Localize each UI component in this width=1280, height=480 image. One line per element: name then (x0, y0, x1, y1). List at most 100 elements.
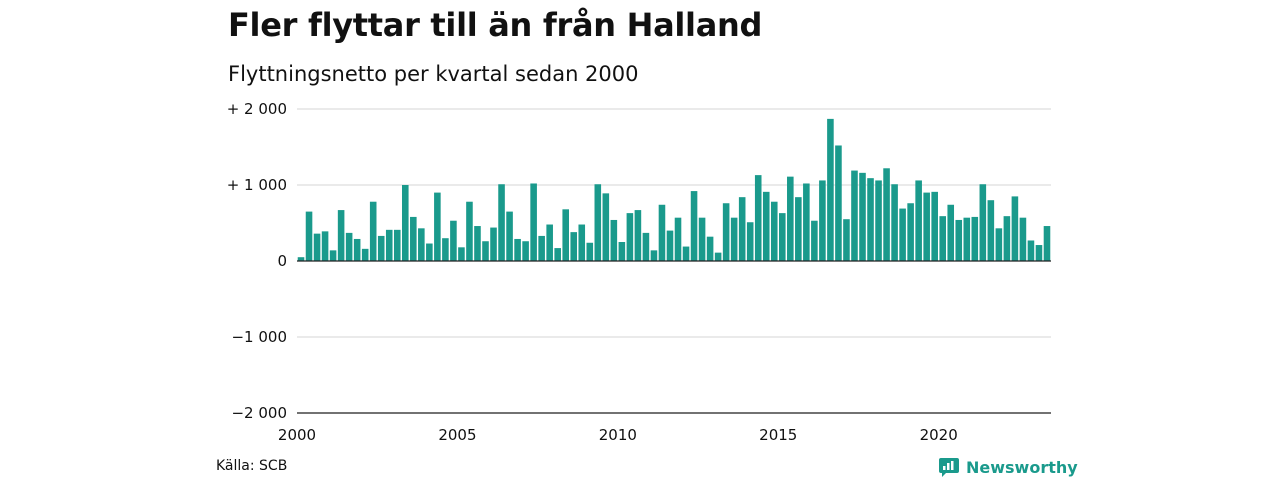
x-tick-labels: 2000 2005 2010 2015 2020 (278, 426, 958, 444)
bar (313, 233, 321, 261)
bar (690, 191, 698, 261)
bar (979, 184, 987, 261)
bar (642, 232, 650, 261)
bar (770, 201, 778, 261)
bar (1035, 245, 1043, 261)
bar (1003, 216, 1011, 261)
x-tick-label: 2015 (759, 426, 797, 444)
bar (666, 230, 674, 261)
bar (1027, 240, 1035, 261)
bar (498, 184, 505, 261)
bar (305, 211, 313, 261)
bar (490, 227, 497, 261)
bar (377, 235, 385, 261)
y-tick-labels: + 2 000 + 1 000 0 −1 000 −2 000 (227, 100, 287, 422)
bar (594, 184, 602, 261)
bar (859, 172, 866, 261)
bar (819, 180, 826, 261)
bar (353, 238, 361, 261)
bar (722, 203, 730, 261)
bar (618, 242, 626, 261)
bar (530, 183, 537, 261)
bar (546, 224, 553, 261)
bar (923, 192, 930, 261)
bar (706, 236, 714, 261)
bar (907, 203, 914, 261)
y-tick-label: −1 000 (231, 328, 287, 346)
bar (562, 209, 570, 261)
bar (450, 220, 457, 261)
source-note: Källa: SCB (216, 458, 288, 474)
bar (795, 197, 802, 261)
bar (474, 226, 481, 261)
bar (418, 228, 425, 261)
bar (1011, 196, 1019, 261)
bar (867, 178, 874, 261)
bar (650, 250, 658, 261)
bar (393, 229, 401, 261)
bar (851, 170, 858, 261)
x-tick-label: 2020 (920, 426, 958, 444)
bar (586, 242, 594, 261)
bar (835, 145, 842, 261)
bar (883, 168, 890, 261)
bar (939, 216, 947, 261)
x-tick-label: 2010 (599, 426, 637, 444)
bar (899, 208, 906, 261)
bar (634, 210, 642, 261)
bar (610, 219, 618, 261)
bars-group (297, 118, 1051, 261)
bar (746, 222, 754, 261)
bar (578, 224, 586, 261)
bar (963, 217, 971, 261)
bar (570, 232, 578, 261)
bar (987, 200, 995, 261)
x-tick-label: 2005 (438, 426, 476, 444)
bar (875, 180, 882, 261)
bar (891, 184, 898, 261)
bar (426, 243, 433, 261)
brand-name: Newsworthy (966, 457, 1078, 477)
bar (658, 204, 666, 261)
bar (506, 211, 513, 261)
bar (442, 238, 449, 261)
bar (931, 191, 938, 261)
bar (762, 191, 770, 261)
bar (1019, 217, 1027, 261)
bar (995, 228, 1003, 261)
bar (369, 201, 377, 261)
bar (514, 238, 521, 261)
bar (329, 250, 337, 261)
bar (434, 192, 441, 261)
bar (458, 247, 465, 261)
brand-logo: Newsworthy (938, 456, 1078, 478)
bar (385, 229, 393, 261)
bar (738, 197, 746, 261)
bar (538, 235, 545, 261)
bar (778, 213, 786, 261)
bar (602, 193, 610, 261)
bar (554, 248, 561, 261)
chart-subtitle: Flyttningsnetto per kvartal sedan 2000 (228, 62, 639, 86)
bar (626, 213, 634, 261)
newsworthy-logo-icon (939, 458, 959, 477)
bar (811, 220, 818, 261)
bar (401, 185, 409, 261)
bar (1043, 226, 1051, 261)
bar (674, 217, 682, 261)
bar (947, 204, 955, 261)
bar (971, 216, 979, 261)
bar (345, 232, 353, 261)
bar (915, 180, 922, 261)
bar (827, 118, 834, 261)
y-tick-label: + 2 000 (227, 100, 287, 118)
bar (787, 176, 794, 261)
bar (410, 216, 417, 261)
bar (482, 241, 489, 261)
bar (714, 252, 722, 261)
bar (682, 246, 690, 261)
y-tick-label: + 1 000 (227, 176, 287, 194)
y-tick-label: −2 000 (231, 404, 287, 422)
bar (730, 217, 738, 261)
